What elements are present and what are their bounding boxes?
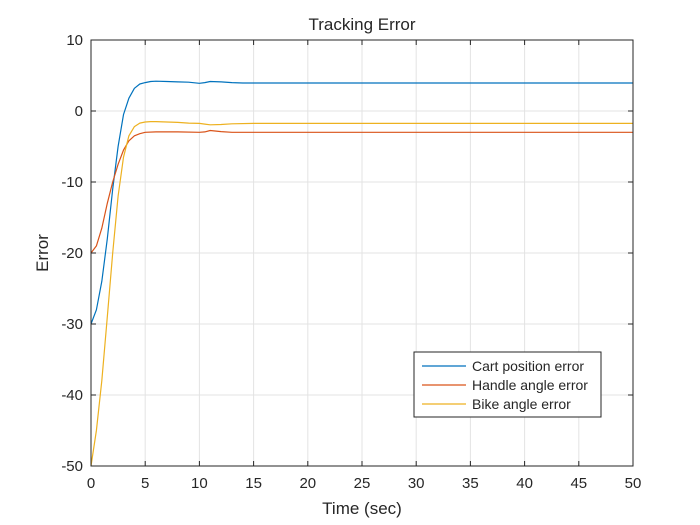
series-line-3 <box>90 120 633 467</box>
y-tick-label: 10 <box>66 32 83 49</box>
y-axis-ticks: 10 0 -10 -20 -30 -40 -50 <box>61 32 633 475</box>
legend-label-2: Handle angle error <box>472 377 588 393</box>
y-axis-title: Error <box>33 234 52 272</box>
x-tick-label: 50 <box>625 475 642 492</box>
legend-label-3: Bike angle error <box>472 396 571 412</box>
data-series <box>90 80 633 467</box>
y-tick-label: -20 <box>61 245 83 262</box>
x-tick-label: 45 <box>570 475 587 492</box>
y-tick-label: -40 <box>61 387 83 404</box>
legend: Cart position error Handle angle error Bik… <box>413 351 602 418</box>
y-tick-label: -10 <box>61 174 83 191</box>
chart-title: Tracking Error <box>308 15 415 34</box>
x-axis-ticks: 0 5 10 15 20 25 30 35 40 45 50 <box>87 40 642 492</box>
x-tick-label: 10 <box>191 475 208 492</box>
x-tick-label: 0 <box>87 475 95 492</box>
x-tick-label: 20 <box>299 475 316 492</box>
series-line-2 <box>90 129 633 254</box>
x-tick-label: 5 <box>141 475 149 492</box>
y-tick-label: -30 <box>61 316 83 333</box>
legend-items: Cart position error Handle angle error Bik… <box>422 358 588 412</box>
legend-label-1: Cart position error <box>472 358 584 374</box>
x-tick-label: 35 <box>462 475 479 492</box>
x-tick-label: 25 <box>354 475 371 492</box>
y-tick-label: -50 <box>61 458 83 475</box>
x-axis-title: Time (sec) <box>322 499 402 518</box>
x-tick-label: 30 <box>408 475 425 492</box>
x-tick-label: 40 <box>516 475 533 492</box>
x-tick-label: 15 <box>245 475 262 492</box>
y-tick-label: 0 <box>75 103 83 120</box>
